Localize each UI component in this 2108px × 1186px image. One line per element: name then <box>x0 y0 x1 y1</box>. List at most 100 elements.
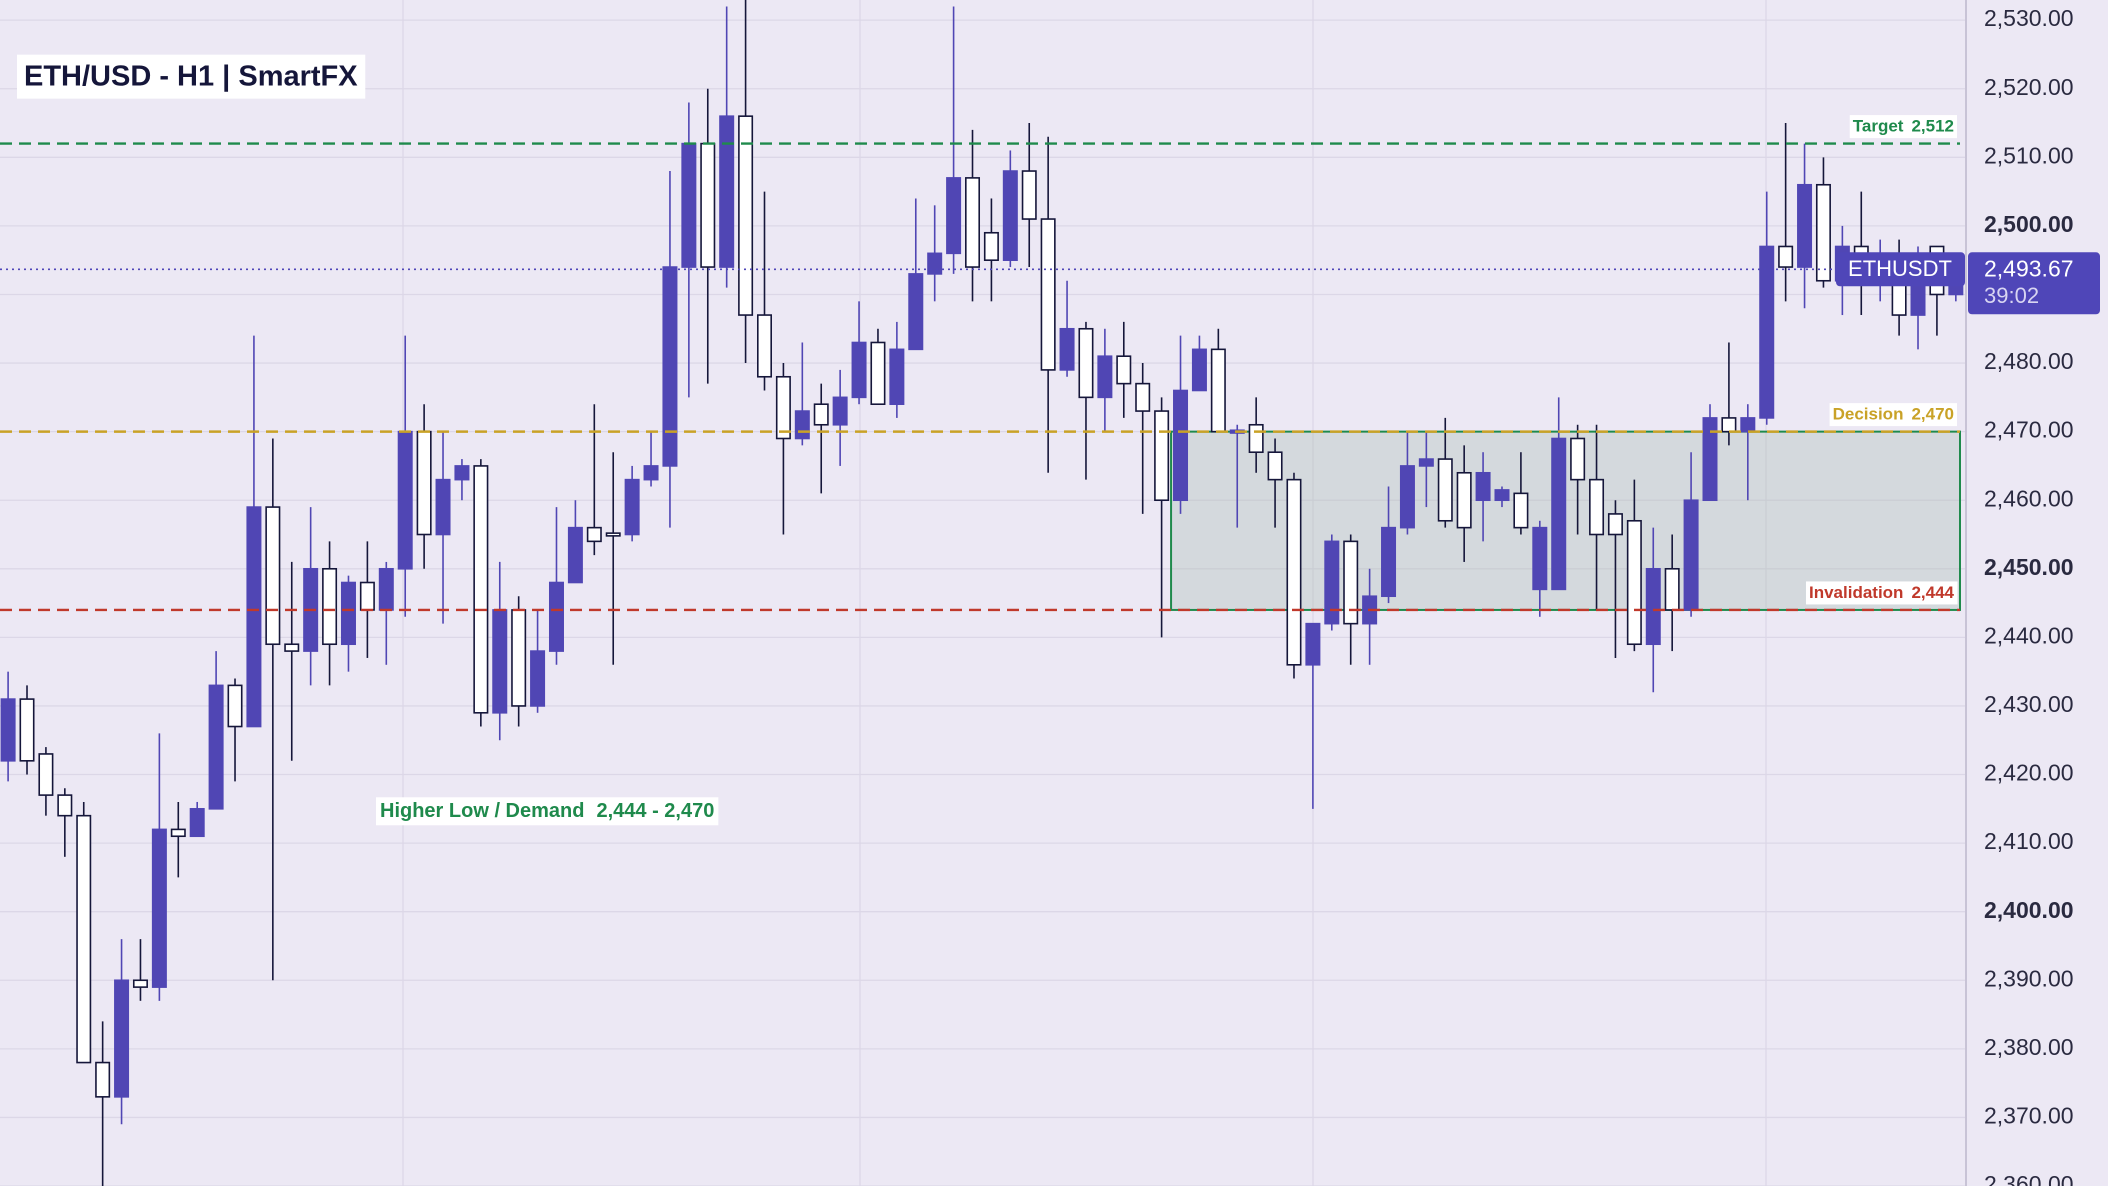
levels-layer: Target 2,512 Decision 2,470 Invalidation 2,44… <box>0 115 1966 612</box>
candle-body <box>1040 218 1056 371</box>
candle-body <box>1097 355 1113 399</box>
candle-body <box>1286 478 1302 666</box>
candle-body <box>624 478 640 536</box>
candle-body <box>511 609 527 707</box>
candle-body <box>227 684 243 728</box>
candle-body <box>1740 417 1756 433</box>
candle-body <box>114 979 130 1098</box>
y-tick-label: 2,510.00 <box>1984 142 2074 168</box>
candle-body <box>1513 492 1529 529</box>
candle-body <box>1664 567 1680 611</box>
label-background <box>1829 403 1957 427</box>
chart-title: ETH/USD - H1 | SmartFX <box>24 61 358 93</box>
candle-body <box>19 698 35 762</box>
y-tick-label: 2,410.00 <box>1984 828 2074 854</box>
candle-body <box>284 643 300 652</box>
candle-body <box>170 828 186 838</box>
y-tick-label: 2,440.00 <box>1984 622 2074 648</box>
candle-body <box>1778 245 1794 268</box>
candle-body <box>1418 458 1434 467</box>
candle-body <box>1797 183 1813 268</box>
candle-body <box>208 684 224 810</box>
candle-body <box>946 177 962 255</box>
candle-body <box>1324 540 1340 625</box>
label-background <box>17 54 366 99</box>
candle-body <box>851 341 867 399</box>
candle-body <box>983 231 999 261</box>
candle-body <box>189 808 205 838</box>
candle-body <box>1721 417 1737 433</box>
candle-body <box>0 698 16 762</box>
candle-body <box>1021 170 1037 220</box>
candle-body <box>95 1061 111 1098</box>
grid <box>0 19 1966 1186</box>
candle-body <box>57 794 73 817</box>
level-value: 2,470 <box>1911 405 1954 424</box>
candle-body <box>775 375 791 440</box>
candle-body <box>1683 499 1699 611</box>
y-tick-label: 2,390.00 <box>1984 965 2074 991</box>
candle-body <box>567 526 583 584</box>
candle-body <box>359 581 375 611</box>
candle-body <box>265 506 281 646</box>
y-tick-label: 2,470.00 <box>1984 417 2074 443</box>
candle-body <box>794 410 810 440</box>
candle-body <box>1475 471 1491 502</box>
candle-body <box>76 814 92 1064</box>
price-tag <box>1968 252 2100 315</box>
candle-body <box>1437 458 1453 522</box>
candle-body <box>700 142 716 268</box>
y-tick-label: 2,520.00 <box>1984 74 2074 100</box>
candle-body <box>378 567 394 611</box>
y-tick-label: 2,480.00 <box>1984 348 2074 374</box>
candle-body <box>1759 245 1775 419</box>
candle-body <box>246 506 262 728</box>
candle-body <box>492 609 508 714</box>
y-tick-label: 2,380.00 <box>1984 1034 2074 1060</box>
candle-body <box>1154 410 1170 502</box>
y-tick-label: 2,430.00 <box>1984 691 2074 717</box>
candle-body <box>397 430 413 570</box>
candle-body <box>132 979 148 988</box>
level-name: Invalidation <box>1809 583 1903 602</box>
candle-body <box>1116 355 1132 385</box>
candle-body <box>870 341 886 406</box>
candle-body <box>1853 245 1869 255</box>
candle-body <box>1173 389 1189 502</box>
zone-label: Higher Low / Demand 2,444 - 2,470 <box>380 800 714 822</box>
candle-body <box>1589 478 1605 536</box>
level-name: Target <box>1853 117 1904 136</box>
candle-body <box>1343 540 1359 625</box>
candle-body <box>1702 417 1718 502</box>
candle-body <box>1607 513 1623 536</box>
symbol-label: ETHUSDT <box>1848 256 1952 281</box>
candle-body <box>1135 382 1151 412</box>
candle-body <box>1532 526 1548 591</box>
candle-body <box>662 266 678 467</box>
zone-range: 2,444 - 2,470 <box>596 800 714 822</box>
label-background <box>1805 581 1958 605</box>
y-tick-label: 2,530.00 <box>1984 5 2074 31</box>
candle-body <box>1456 471 1472 529</box>
candle-body <box>756 314 772 378</box>
price-label: 2,493.67 <box>1984 255 2074 281</box>
candle-body <box>1381 526 1397 598</box>
symbol-tag <box>1836 252 1965 287</box>
candle-body <box>1210 348 1226 433</box>
candle-body <box>681 142 697 268</box>
candle-body <box>151 828 167 988</box>
candle-body <box>1191 348 1207 392</box>
level-label: Decision 2,470 <box>1833 405 1954 424</box>
y-tick-label: 2,360.00 <box>1984 1171 2074 1186</box>
candle-body <box>548 581 564 652</box>
candle-body <box>813 403 829 426</box>
y-tick-label: 2,450.00 <box>1984 554 2074 580</box>
y-tick-label: 2,500.00 <box>1984 211 2074 237</box>
level-label: Invalidation 2,444 <box>1809 583 1955 602</box>
candle-body <box>832 396 848 426</box>
candle-body <box>1570 437 1586 481</box>
candle-body <box>1002 170 1018 261</box>
label-background <box>1849 115 1957 139</box>
